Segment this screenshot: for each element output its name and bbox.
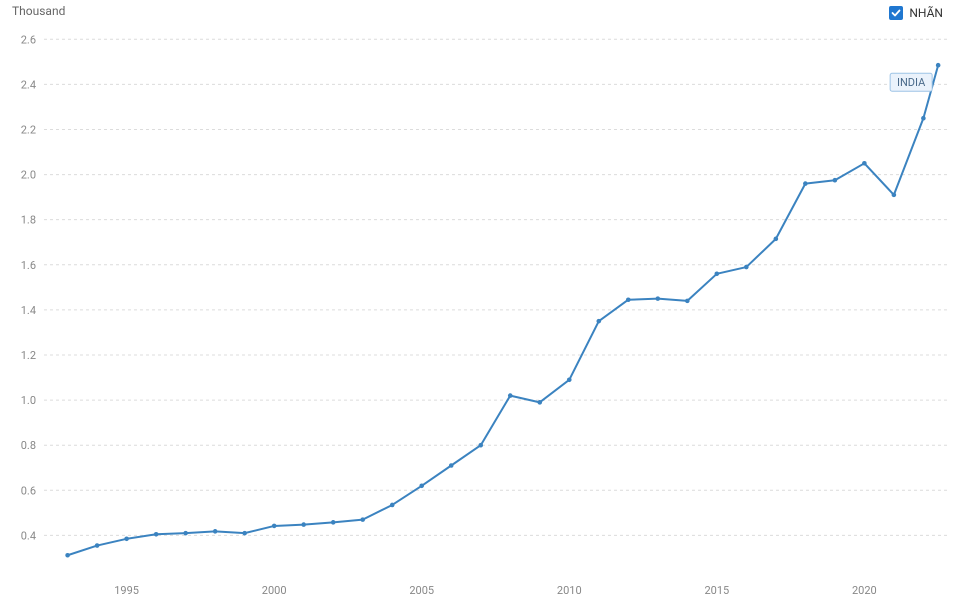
data-point[interactable] [449, 463, 454, 468]
chart-plot-area: 0.4 0.6 0.8 1.0 1.2 1.4 1.6 1.8 2.0 2.2 2.4 2.6 1995… [0, 0, 957, 612]
data-point[interactable] [95, 543, 100, 548]
data-point[interactable] [656, 296, 661, 301]
data-point[interactable] [508, 393, 513, 398]
y-tick-label: 2.0 [21, 169, 36, 182]
data-point[interactable] [124, 536, 129, 541]
y-tick-label: 0.8 [21, 439, 36, 452]
data-point[interactable] [272, 524, 277, 529]
data-point[interactable] [242, 531, 247, 536]
x-tick-label: 1995 [114, 584, 139, 597]
data-point[interactable] [183, 531, 188, 536]
y-tick-label: 0.4 [21, 529, 36, 542]
x-tick-label: 2000 [262, 584, 287, 597]
data-point[interactable] [715, 272, 720, 277]
data-point[interactable] [626, 297, 631, 302]
y-tick-label: 1.8 [21, 214, 36, 227]
data-point[interactable] [390, 503, 395, 508]
x-tick-label: 2005 [409, 584, 434, 597]
x-tick-label: 2010 [557, 584, 582, 597]
y-tick-label: 1.2 [21, 349, 36, 362]
data-point[interactable] [921, 116, 926, 121]
y-tick-label: 2.6 [21, 33, 36, 46]
data-point[interactable] [833, 178, 838, 183]
data-point[interactable] [331, 520, 336, 525]
data-point[interactable] [803, 181, 808, 186]
line-chart: Thousand NHÃN 0.40.60.81.01.21.41.61.82.… [0, 0, 957, 612]
y-tick-label: 2.4 [21, 78, 36, 91]
data-point[interactable] [596, 319, 601, 324]
y-tick-label: 2.2 [21, 123, 36, 136]
x-tick-label: 2015 [704, 584, 729, 597]
data-point[interactable] [892, 193, 897, 198]
series-label-text: INDIA [897, 76, 926, 89]
data-point[interactable] [301, 522, 306, 527]
y-tick-label: 1.4 [21, 304, 36, 317]
data-point[interactable] [154, 532, 159, 537]
data-point[interactable] [478, 443, 483, 448]
data-point[interactable] [537, 400, 542, 405]
data-point[interactable] [685, 299, 690, 304]
data-point[interactable] [862, 161, 867, 166]
data-point[interactable] [936, 63, 941, 68]
data-point[interactable] [213, 529, 218, 534]
data-point[interactable] [65, 553, 70, 558]
data-point[interactable] [360, 517, 365, 522]
y-tick-label: 1.0 [21, 394, 36, 407]
data-point[interactable] [774, 237, 779, 242]
x-tick-label: 2020 [852, 584, 877, 597]
y-tick-label: 0.6 [21, 484, 36, 497]
y-tick-label: 1.6 [21, 259, 36, 272]
data-point[interactable] [567, 378, 572, 383]
data-point[interactable] [419, 483, 424, 488]
data-point[interactable] [744, 265, 749, 270]
